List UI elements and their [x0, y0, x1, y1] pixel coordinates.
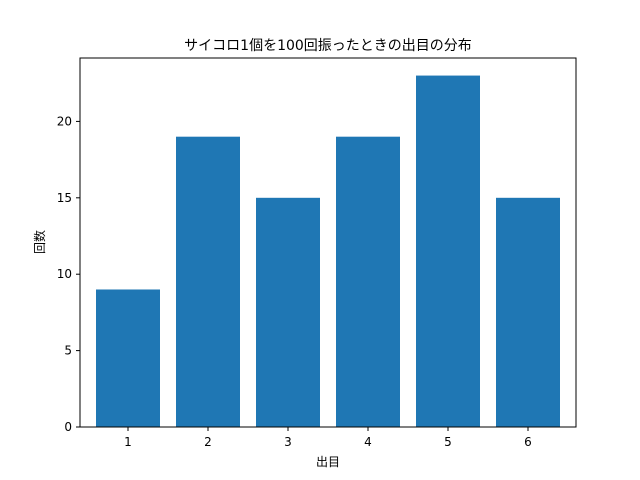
x-tick-label: 3: [284, 435, 292, 449]
y-axis-ticks: 0 5 10 15 20: [57, 114, 80, 434]
plot-area-frame: [79, 57, 577, 428]
y-tick-label: 10: [57, 267, 72, 281]
x-tick-label: 5: [444, 435, 452, 449]
bar-4: [336, 136, 400, 427]
y-tick-label: 20: [57, 114, 72, 128]
x-axis-ticks: 1 2 3 4 5 6: [124, 427, 532, 449]
bar-2: [176, 136, 240, 427]
x-tick-label: 4: [364, 435, 372, 449]
y-tick-label: 0: [64, 420, 72, 434]
bars-group: [96, 75, 560, 428]
bar-6: [496, 197, 560, 427]
bar-3: [256, 197, 320, 427]
bar-5: [416, 75, 480, 428]
y-axis-label: 回数: [32, 230, 47, 254]
x-tick-label: 2: [204, 435, 212, 449]
x-axis-label: 出目: [316, 455, 340, 469]
x-tick-label: 6: [524, 435, 532, 449]
x-tick-label: 1: [124, 435, 132, 449]
chart-title: サイコロ1個を100回振ったときの出目の分布: [184, 38, 472, 54]
y-tick-label: 5: [64, 344, 72, 358]
bar-1: [96, 289, 160, 427]
y-tick-label: 15: [57, 191, 72, 205]
